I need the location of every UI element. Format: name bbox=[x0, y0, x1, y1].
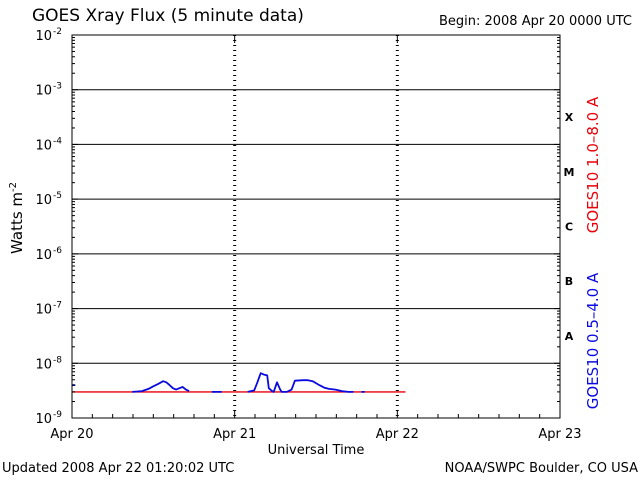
y-tick-label: 10 bbox=[35, 412, 52, 427]
y-tick-exponent: -7 bbox=[53, 301, 62, 311]
y-tick-label: 10 bbox=[35, 193, 52, 208]
y-tick-label: 10 bbox=[35, 357, 52, 372]
x-tick-label: Apr 21 bbox=[213, 427, 256, 442]
y-tick-exponent: -9 bbox=[53, 410, 62, 420]
flare-class-A: A bbox=[565, 330, 574, 343]
day-divider-markers bbox=[233, 35, 399, 418]
plot-frame bbox=[71, 34, 561, 419]
updated-timestamp: Updated 2008 Apr 22 01:20:02 UTC bbox=[2, 461, 235, 476]
series-layer bbox=[72, 372, 406, 393]
gridlines bbox=[72, 89, 560, 364]
flare-class-M: M bbox=[564, 166, 575, 179]
begin-timestamp: Begin: 2008 Apr 20 0000 UTC bbox=[438, 14, 632, 29]
y-tick-label: 10 bbox=[35, 29, 52, 44]
y-tick-exponent: -6 bbox=[53, 246, 62, 256]
chart-title: GOES Xray Flux (5 minute data) bbox=[32, 6, 304, 26]
y-tick-label: 10 bbox=[35, 84, 52, 99]
y-tick-label: 10 bbox=[35, 248, 52, 263]
y-tick-exponent: -3 bbox=[53, 82, 62, 92]
credit-text: NOAA/SWPC Boulder, CO USA bbox=[444, 461, 638, 476]
flare-class-B: B bbox=[565, 275, 573, 288]
flare-class-labels: X M C B A bbox=[564, 111, 575, 343]
series-line-1 bbox=[72, 372, 365, 393]
y-axis-ticks: 10-910-810-710-610-510-410-310-2 bbox=[35, 27, 560, 427]
y-tick-exponent: -4 bbox=[53, 136, 62, 146]
y-tick-label: 10 bbox=[35, 138, 52, 153]
x-axis-ticks: Apr 20 Apr 21 Apr 22 Apr 23 bbox=[50, 35, 582, 442]
y-tick-label: 10 bbox=[35, 303, 52, 318]
flare-class-C: C bbox=[565, 221, 573, 234]
y-tick-exponent: -2 bbox=[53, 27, 62, 37]
x-tick-label: Apr 22 bbox=[376, 427, 419, 442]
y-tick-exponent: -5 bbox=[53, 191, 62, 201]
legend-short-channel: GOES10 0.5–4.0 A bbox=[584, 272, 602, 409]
x-tick-label: Apr 20 bbox=[50, 427, 93, 442]
x-tick-label: Apr 23 bbox=[538, 427, 581, 442]
y-tick-exponent: -8 bbox=[53, 355, 62, 365]
flare-class-X: X bbox=[565, 111, 574, 124]
legend-long-channel: GOES10 1.0–8.0 A bbox=[584, 96, 602, 233]
x-axis-label: Universal Time bbox=[268, 443, 365, 458]
y-axis-label: Watts m-2 bbox=[8, 182, 26, 254]
